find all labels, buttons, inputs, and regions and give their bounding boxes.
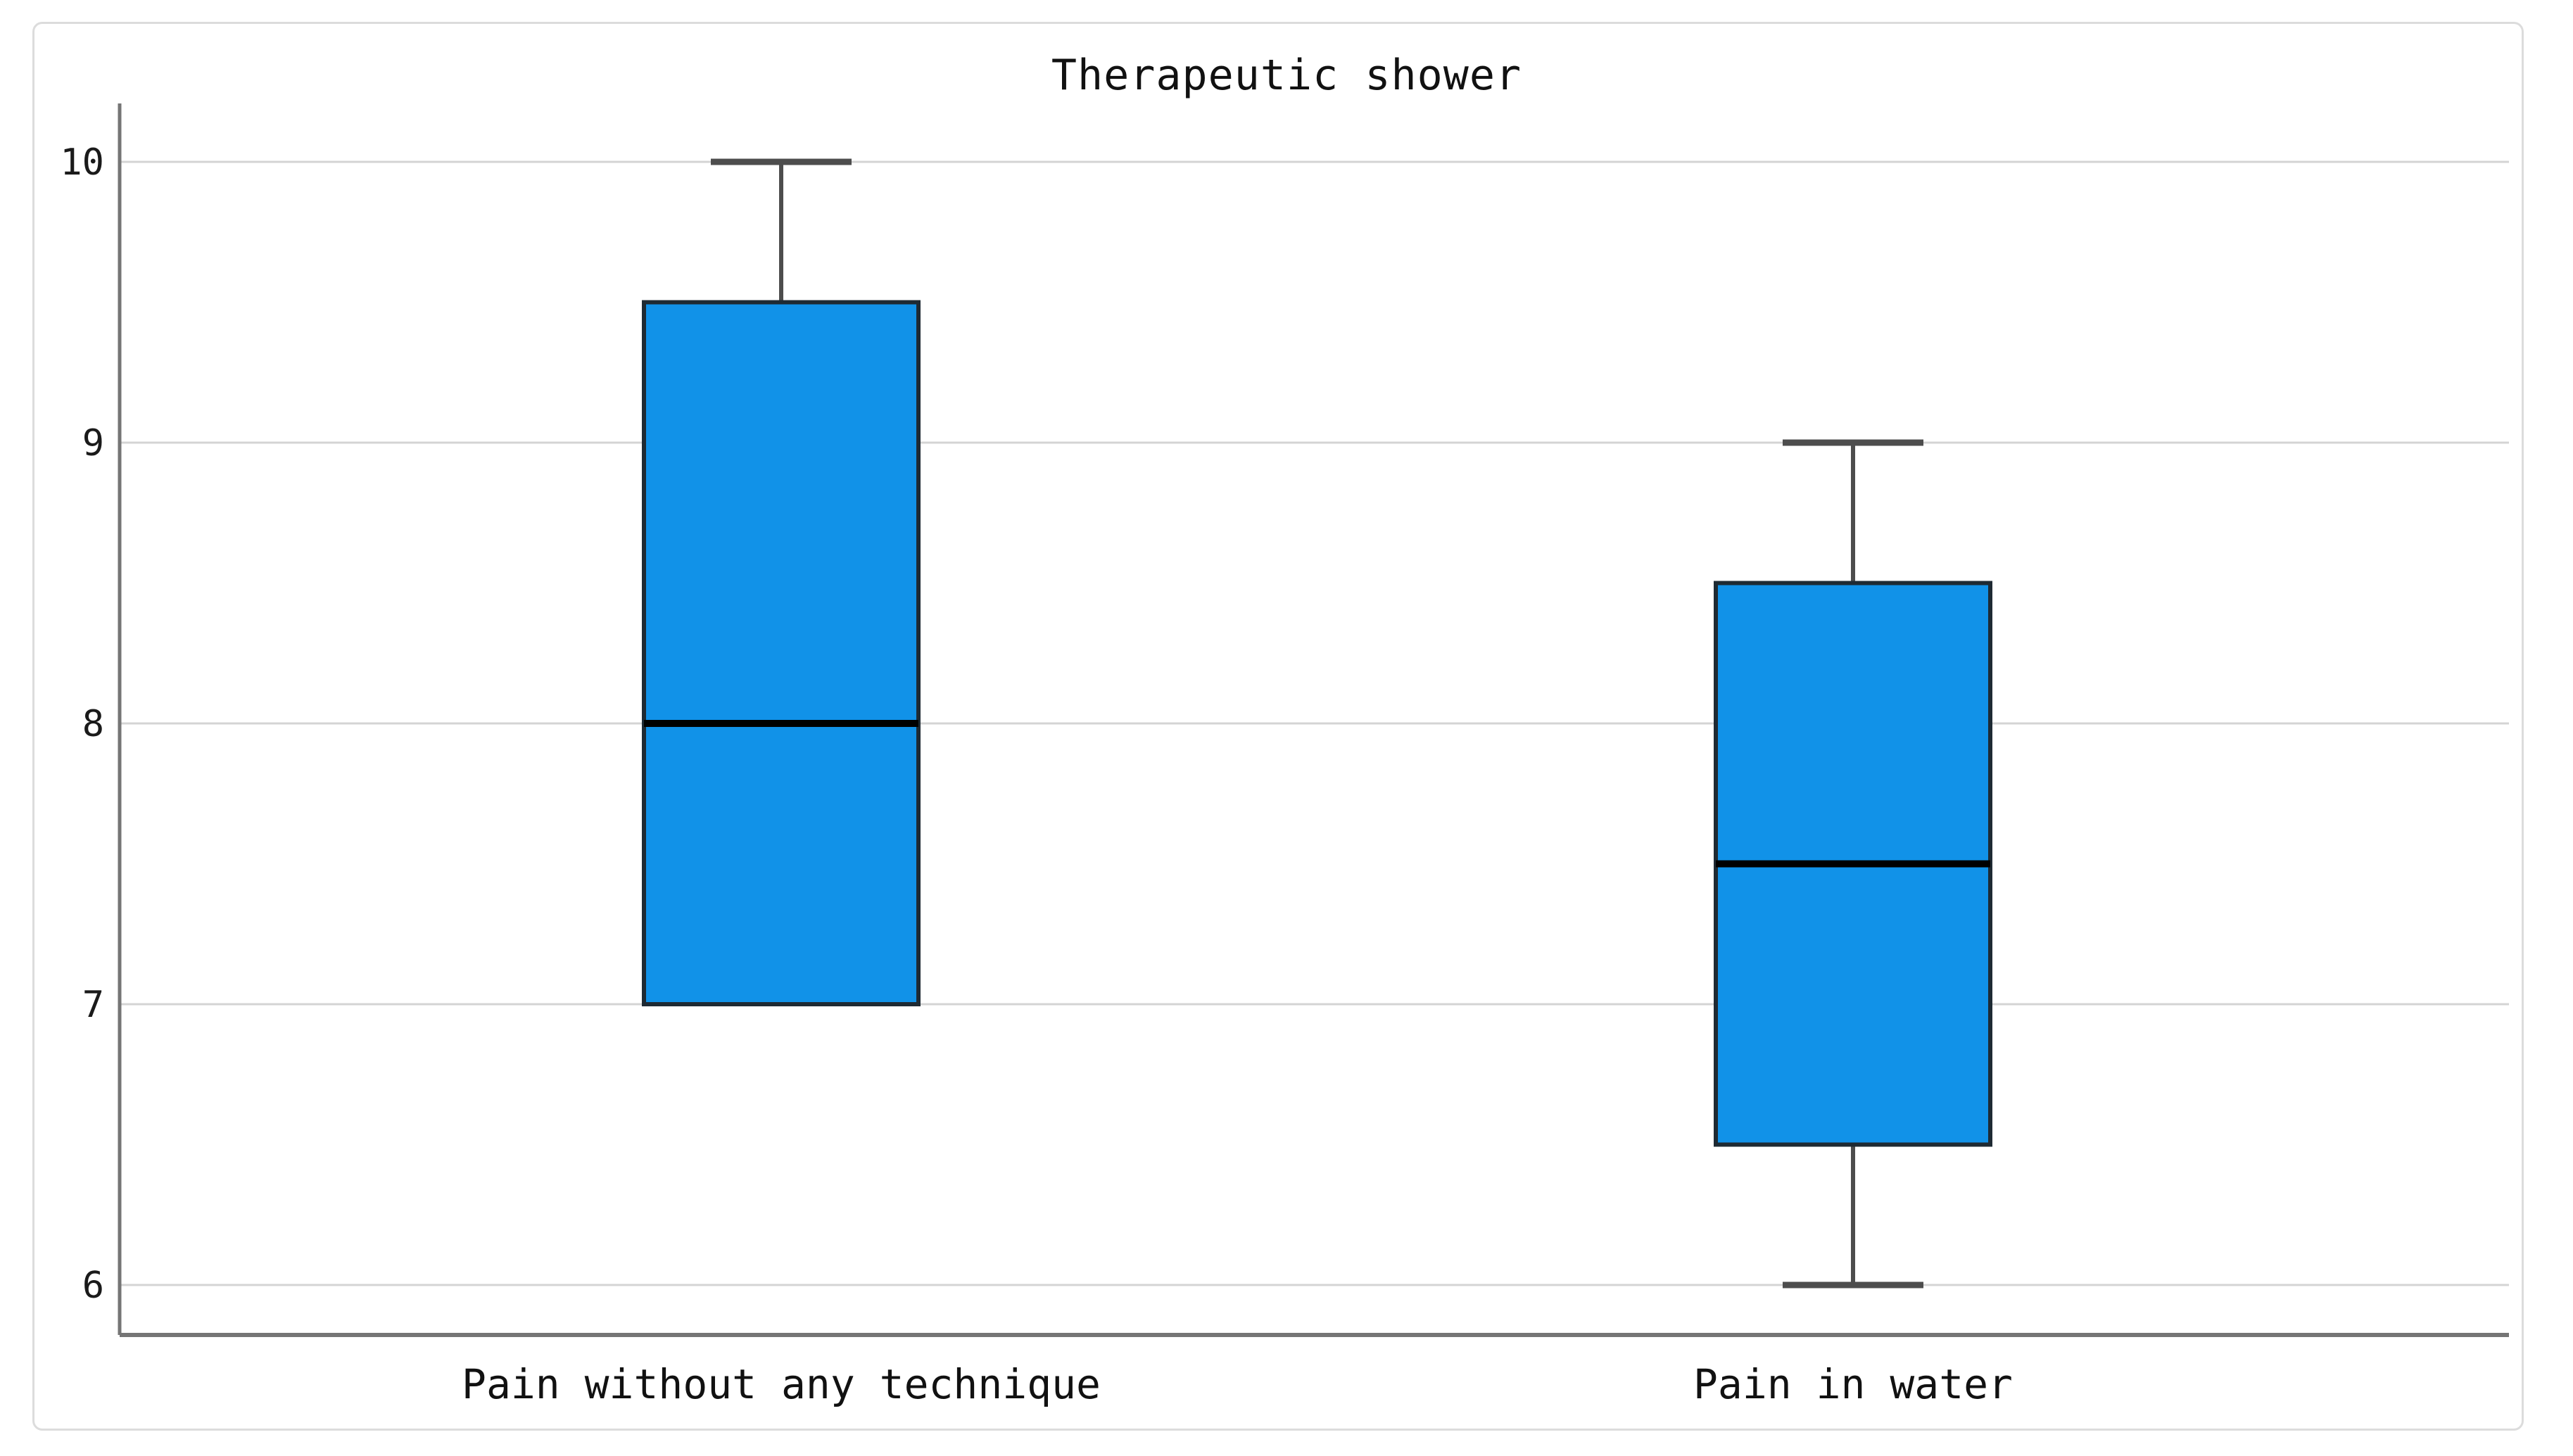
- x-category-label: Pain without any technique: [462, 1360, 1101, 1408]
- y-tick-label: 10: [60, 141, 104, 184]
- box: [642, 300, 921, 1006]
- y-tick-label: 6: [82, 1265, 104, 1307]
- x-category-label: Pain in water: [1693, 1360, 2013, 1408]
- y-tick-label: 9: [82, 422, 104, 464]
- chart-frame-border: [32, 22, 2524, 1431]
- y-tick-label: 7: [82, 984, 104, 1026]
- chart-title: Therapeutic shower: [1051, 51, 1522, 100]
- y-tick-label: 8: [82, 703, 104, 745]
